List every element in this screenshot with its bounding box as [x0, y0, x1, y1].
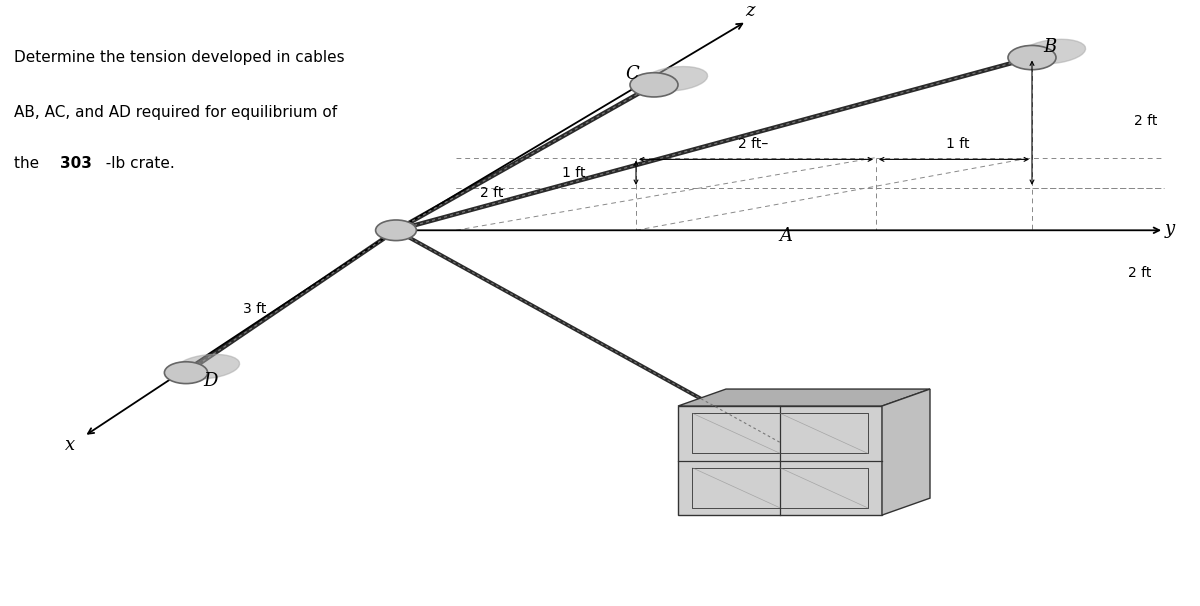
Circle shape — [1008, 45, 1056, 70]
Circle shape — [376, 220, 416, 241]
Ellipse shape — [643, 67, 708, 91]
Text: 1 ft: 1 ft — [946, 138, 970, 152]
Polygon shape — [882, 389, 930, 515]
Polygon shape — [678, 389, 930, 406]
Text: 3 ft: 3 ft — [244, 302, 266, 316]
Text: y: y — [1165, 220, 1175, 238]
Text: 2 ft–: 2 ft– — [738, 138, 769, 152]
Text: C: C — [625, 65, 640, 83]
Text: 2 ft: 2 ft — [1134, 114, 1157, 128]
Circle shape — [164, 362, 208, 384]
Text: 1 ft: 1 ft — [562, 166, 586, 181]
Text: A: A — [780, 227, 792, 245]
Polygon shape — [678, 406, 882, 515]
Text: x: x — [65, 436, 74, 454]
Text: B: B — [1043, 38, 1057, 56]
Text: Determine the tension developed in cables: Determine the tension developed in cable… — [14, 50, 346, 65]
Text: -lb crate.: -lb crate. — [96, 156, 175, 171]
Text: z: z — [745, 2, 755, 20]
Text: D: D — [203, 371, 217, 390]
Text: the: the — [14, 156, 59, 171]
Ellipse shape — [1021, 39, 1086, 64]
Text: AB, AC, and AD required for equilibrium of: AB, AC, and AD required for equilibrium … — [14, 105, 337, 119]
Circle shape — [630, 73, 678, 97]
Text: 2 ft: 2 ft — [480, 185, 503, 200]
Text: 303: 303 — [60, 156, 92, 171]
Text: 2 ft: 2 ft — [1128, 265, 1151, 280]
Ellipse shape — [175, 355, 240, 379]
